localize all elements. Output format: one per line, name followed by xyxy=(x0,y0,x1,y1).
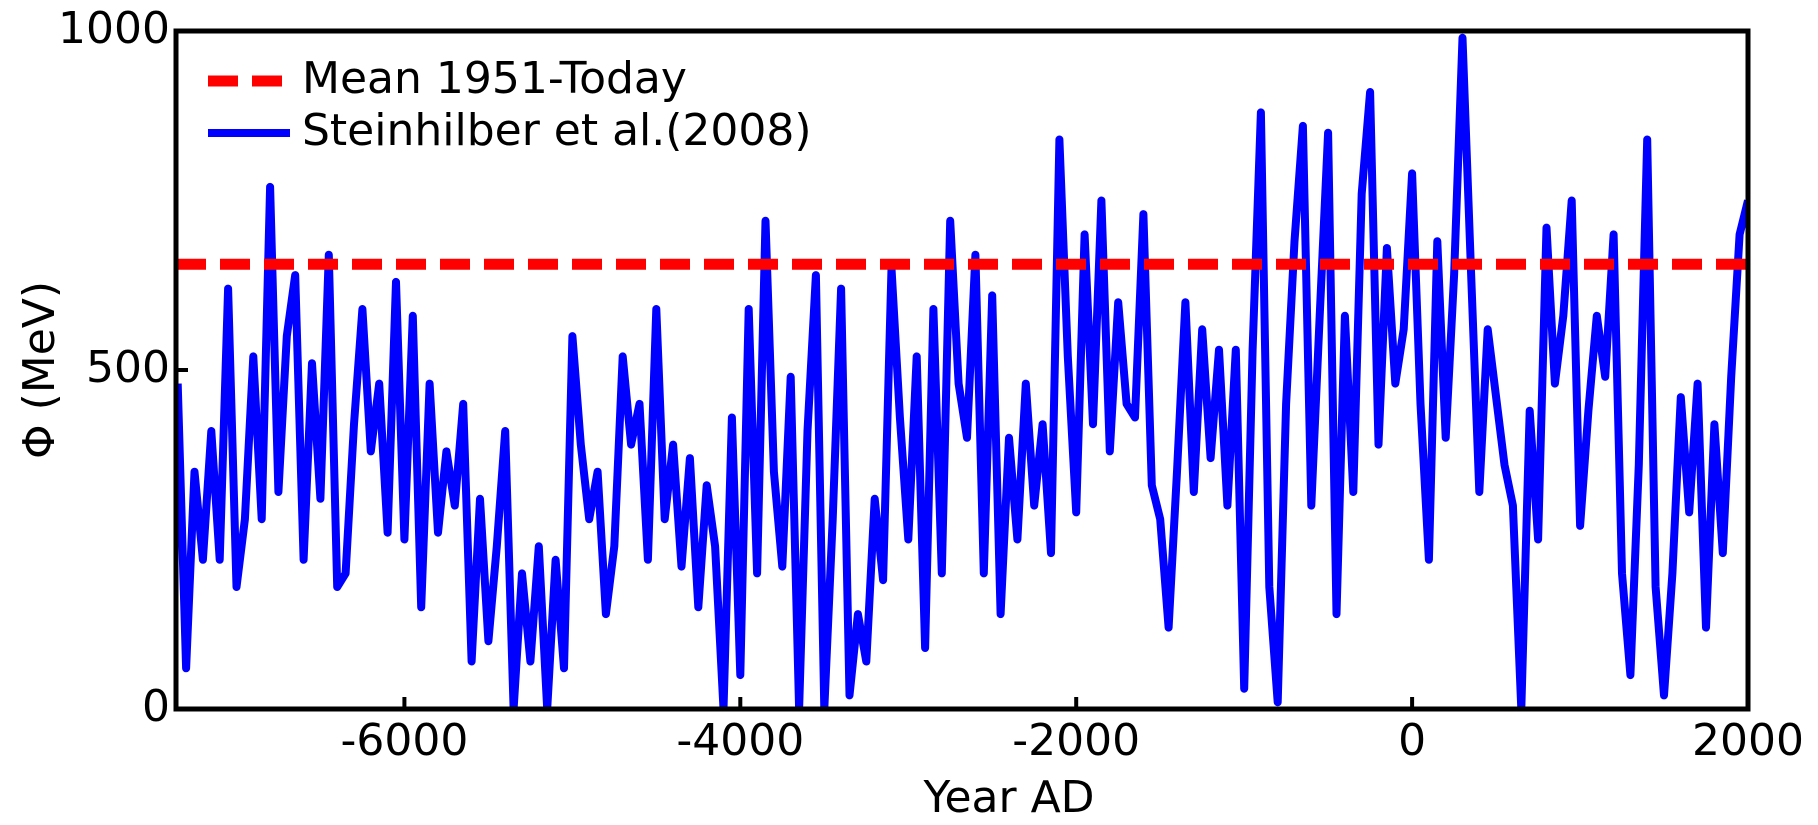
legend-label: Steinhilber et al.(2008) xyxy=(302,105,812,156)
x-tick-label: -6000 xyxy=(340,715,468,766)
data-line xyxy=(176,33,1748,709)
y-tick-label: 1000 xyxy=(58,3,170,54)
x-axis-label: Year AD xyxy=(922,772,1094,823)
x-tick-label: -2000 xyxy=(1012,715,1140,766)
y-tick-label: 0 xyxy=(142,681,170,732)
plot-area xyxy=(176,33,1748,709)
x-tick-label: 2000 xyxy=(1692,715,1804,766)
y-axis-label: Φ (MeV) xyxy=(14,281,65,459)
legend-label: Mean 1951-Today xyxy=(302,53,687,104)
x-tick-label: -4000 xyxy=(676,715,804,766)
y-tick-label: 500 xyxy=(86,342,170,393)
x-tick-label: 0 xyxy=(1398,715,1426,766)
